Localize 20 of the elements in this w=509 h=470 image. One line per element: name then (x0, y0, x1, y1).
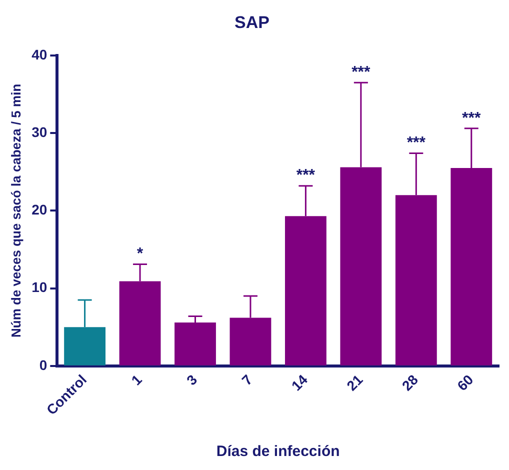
x-axis-title: Días de infección (216, 443, 340, 460)
annotation: *** (296, 167, 316, 184)
annotation: *** (352, 64, 372, 81)
chart-title: SAP (234, 12, 270, 32)
annotation: * (136, 246, 144, 263)
y-tick-label: 0 (39, 356, 48, 373)
x-tick-label: 14 (288, 371, 311, 394)
x-tick-label: 1 (128, 371, 146, 388)
annotation: *** (462, 110, 482, 127)
x-tick-label: 7 (238, 371, 256, 388)
y-tick-label: 20 (32, 202, 48, 218)
y-tick-label: 40 (32, 46, 48, 62)
y-tick-label: 30 (32, 124, 48, 140)
annotation: *** (406, 134, 426, 152)
x-tick-label: 60 (454, 371, 476, 394)
y-tick-label: 10 (32, 279, 48, 296)
x-tick-label: 3 (183, 371, 200, 388)
y-axis-title: Núm de veces que sacó la cabeza / 5 min (8, 84, 24, 338)
x-tick-label: 21 (343, 371, 366, 394)
x-tick-label: 28 (398, 371, 422, 394)
